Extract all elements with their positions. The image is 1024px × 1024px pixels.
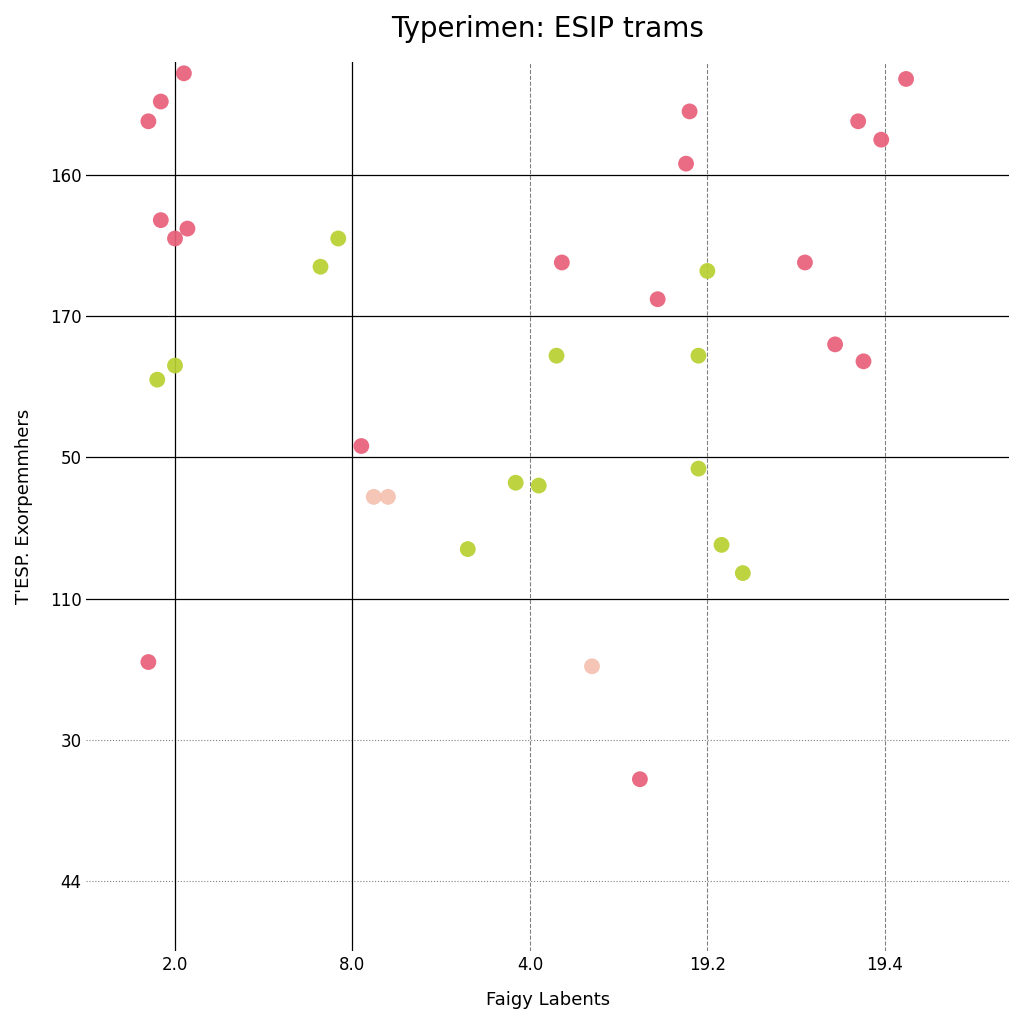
Point <box>330 230 346 247</box>
Point <box>179 220 196 237</box>
Point <box>827 336 844 352</box>
Point <box>153 212 169 228</box>
Point <box>797 254 813 270</box>
Point <box>150 372 166 388</box>
Point <box>353 438 370 455</box>
Point <box>508 474 524 490</box>
Point <box>530 477 547 494</box>
Point <box>690 347 707 364</box>
Title: Typerimen: ESIP trams: Typerimen: ESIP trams <box>391 15 705 43</box>
Y-axis label: T'ESP. Exorpemmhers: T'ESP. Exorpemmhers <box>15 410 33 604</box>
Point <box>632 771 648 787</box>
Point <box>167 357 183 374</box>
Point <box>380 488 396 505</box>
Point <box>584 658 600 675</box>
Point <box>714 537 730 553</box>
Point <box>366 488 382 505</box>
X-axis label: Faigy Labents: Faigy Labents <box>485 991 609 1009</box>
Point <box>734 565 751 582</box>
Point <box>176 66 193 82</box>
Point <box>167 230 183 247</box>
Point <box>898 71 914 87</box>
Point <box>548 347 564 364</box>
Point <box>681 103 697 120</box>
Point <box>649 291 666 307</box>
Point <box>690 461 707 477</box>
Point <box>699 263 716 280</box>
Point <box>554 254 570 270</box>
Point <box>850 113 866 129</box>
Point <box>678 156 694 172</box>
Point <box>460 541 476 557</box>
Point <box>312 258 329 274</box>
Point <box>140 113 157 129</box>
Point <box>140 654 157 671</box>
Point <box>873 131 890 147</box>
Point <box>153 93 169 110</box>
Point <box>855 353 871 370</box>
